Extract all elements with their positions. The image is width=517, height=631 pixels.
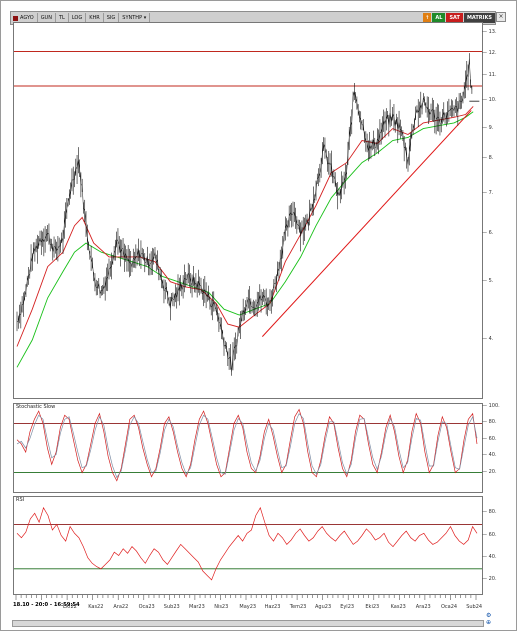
synthp-button[interactable]: SYNTHP ▾ bbox=[119, 13, 151, 23]
x-axis-label: Agu23 bbox=[315, 604, 332, 610]
chart-toolbar: AGYO GUN TL LOG KHR SIG SYNTHP ▾ ↑ AL SA… bbox=[10, 11, 496, 25]
oscillator-y-tick: — 20. bbox=[482, 468, 497, 475]
up-arrow-button[interactable]: ↑ bbox=[423, 13, 432, 23]
x-axis-label: Mar23 bbox=[189, 604, 205, 610]
x-axis-label: Sub23 bbox=[163, 604, 180, 610]
corner-controls: ⚙ ⊕ bbox=[486, 612, 491, 626]
stochastic-label: Stochastic Slow bbox=[16, 404, 56, 410]
oscillator-line bbox=[16, 408, 478, 482]
oscillator-y-tick: — 60. bbox=[482, 435, 497, 442]
stochastic-chart-svg bbox=[14, 408, 482, 482]
x-axis-label: Eyl23 bbox=[340, 604, 355, 610]
stochastic-y-axis: — 20. — 40. — 60. — 80. — 100. bbox=[482, 403, 504, 491]
x-axis-label: Oca24 bbox=[441, 604, 458, 610]
rsi-panel bbox=[13, 496, 483, 595]
currency-button[interactable]: TL bbox=[56, 13, 69, 23]
rsi-label: RSI bbox=[16, 497, 25, 503]
x-axis-label: Sub24 bbox=[466, 604, 483, 610]
cursor-datetime: 18.10 - 20:0 - 16:59:54 bbox=[13, 602, 80, 608]
price-y-tick: — 11. bbox=[482, 72, 497, 79]
x-axis: 18.10 - 20:0 - 16:59:54 Eki22 Kas22 Ara22 O… bbox=[13, 595, 483, 615]
oscillator-y-tick: — 20. bbox=[482, 575, 497, 582]
oscillator-line bbox=[16, 506, 478, 581]
x-axis-label: Tem23 bbox=[289, 604, 307, 610]
moving-average-slow bbox=[16, 111, 474, 368]
price-y-tick: — 10. bbox=[482, 97, 497, 104]
x-axis-label: Kas23 bbox=[390, 604, 406, 610]
zoom-icon[interactable]: ⊕ bbox=[486, 619, 492, 626]
x-axis-label: Ara23 bbox=[415, 604, 431, 610]
chart-settings-icon[interactable]: ⚙ bbox=[486, 612, 492, 619]
stochastic-panel bbox=[13, 403, 483, 493]
buy-button[interactable]: AL bbox=[432, 13, 446, 23]
price-y-tick: — 9. bbox=[482, 124, 494, 131]
price-y-tick: — 5. bbox=[482, 277, 494, 284]
symbol-selector[interactable]: AGYO bbox=[11, 13, 38, 23]
x-axis-label: Ara22 bbox=[113, 604, 129, 610]
support-trendline bbox=[261, 110, 472, 337]
horizontal-scrollbar[interactable] bbox=[12, 620, 484, 627]
price-chart-svg bbox=[14, 51, 482, 376]
price-panel bbox=[13, 22, 483, 399]
synthp-label: SYNTHP bbox=[122, 15, 143, 21]
symbol-color-icon bbox=[13, 15, 18, 21]
x-axis-label: Oca23 bbox=[138, 604, 155, 610]
symbol-label: AGYO bbox=[20, 15, 34, 21]
rsi-chart-svg bbox=[14, 506, 482, 581]
log-scale-button[interactable]: LOG bbox=[69, 13, 87, 23]
price-y-tick: — 12. bbox=[482, 49, 497, 56]
x-axis-label: Eki23 bbox=[365, 604, 380, 610]
price-y-tick: — 7. bbox=[482, 190, 494, 197]
matriks-button[interactable]: MATRIKS bbox=[463, 13, 495, 23]
x-axis-label: Kas22 bbox=[88, 604, 104, 610]
price-y-tick: — 4. bbox=[482, 335, 494, 342]
chevron-down-icon[interactable]: ▾ bbox=[143, 15, 147, 21]
sig-button[interactable]: SIG bbox=[104, 13, 120, 23]
x-axis-label: Haz23 bbox=[264, 604, 281, 610]
khr-button[interactable]: KHR bbox=[86, 13, 104, 23]
price-line bbox=[16, 58, 473, 372]
x-axis-label: Nis23 bbox=[214, 604, 229, 610]
price-y-axis: — 4. — 5. — 6. — 7. — 8. — 9. — 10. — 11. — 12. —… bbox=[482, 22, 504, 397]
oscillator-y-tick: — 80. bbox=[482, 509, 497, 516]
period-button[interactable]: GUN bbox=[38, 13, 56, 23]
oscillator-y-tick: — 80. bbox=[482, 419, 497, 426]
oscillator-y-tick: — 40. bbox=[482, 452, 497, 459]
rsi-y-axis: — 20. — 40. — 60. — 80. bbox=[482, 496, 504, 593]
oscillator-y-tick: — 40. bbox=[482, 553, 497, 560]
x-axis-label: Eki22 bbox=[63, 604, 77, 610]
oscillator-y-tick: — 100. bbox=[482, 403, 500, 409]
price-y-tick: — 13. bbox=[482, 28, 497, 35]
x-axis-ticks bbox=[15, 595, 477, 600]
price-y-tick: — 8. bbox=[482, 155, 494, 162]
oscillator-line bbox=[16, 412, 478, 479]
x-axis-label: May23 bbox=[239, 604, 257, 610]
close-icon[interactable]: × bbox=[496, 12, 506, 22]
price-y-tick: — 6. bbox=[482, 230, 494, 237]
sell-button[interactable]: SAT bbox=[446, 13, 463, 23]
oscillator-y-tick: — 60. bbox=[482, 531, 497, 538]
